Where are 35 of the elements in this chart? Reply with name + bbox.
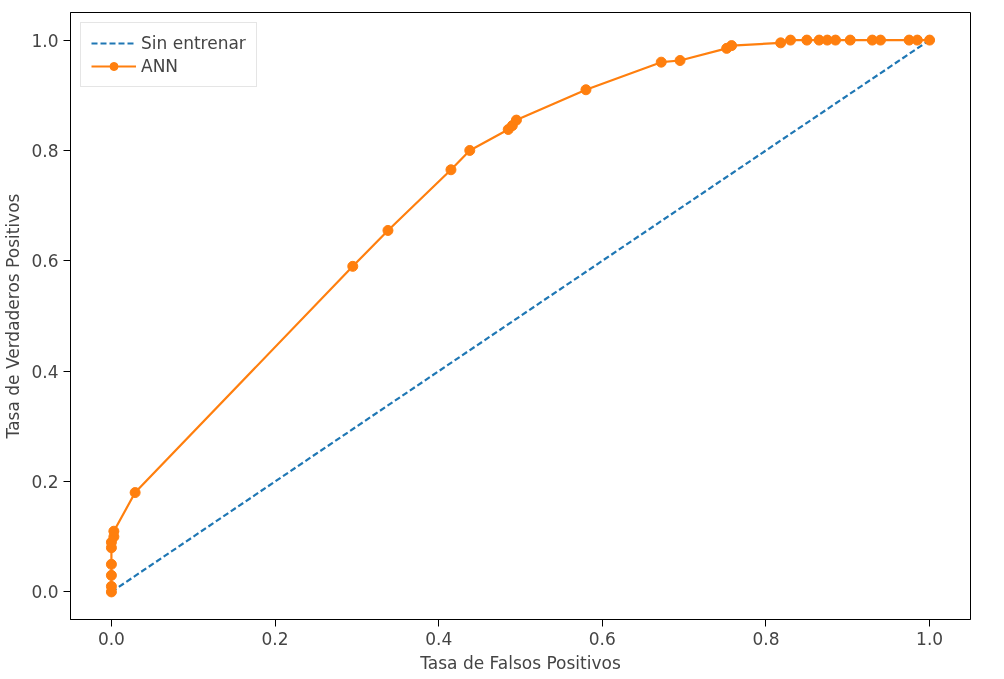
- point: [830, 34, 841, 46]
- point: [105, 569, 117, 581]
- point: [464, 144, 476, 156]
- point: [875, 34, 886, 46]
- legend-label: ANN: [141, 56, 179, 76]
- point: [775, 37, 787, 49]
- point: [726, 40, 738, 52]
- point: [510, 114, 522, 126]
- point: [801, 34, 813, 46]
- y-axis-title: Tasa de Verdaderos Positivos: [3, 193, 24, 440]
- y-tick-label: 0.2: [31, 472, 59, 493]
- point: [105, 558, 117, 570]
- x-tick-label: 1.0: [916, 628, 944, 649]
- x-tick-label: 0.4: [425, 628, 453, 649]
- y-tick-label: 0.8: [31, 140, 59, 161]
- y-tick-label: 0.0: [31, 582, 59, 603]
- point: [924, 34, 936, 46]
- point: [382, 224, 394, 236]
- x-axis-title: Tasa de Falsos Positivos: [419, 652, 621, 673]
- point: [580, 84, 592, 96]
- x-tick-label: 0.0: [97, 628, 125, 649]
- x-tick-label: 0.2: [261, 628, 289, 649]
- x-tick-label: 0.8: [752, 628, 780, 649]
- point: [674, 55, 686, 66]
- y-tick-label: 1.0: [31, 30, 59, 51]
- point: [655, 56, 667, 68]
- point: [129, 487, 141, 499]
- point: [347, 260, 359, 272]
- y-tick-label: 0.6: [31, 251, 59, 272]
- point: [445, 164, 457, 176]
- y-tick-label: 0.4: [31, 361, 59, 382]
- x-tick-label: 0.6: [588, 628, 616, 649]
- legend-label: Sin entrenar: [141, 33, 246, 53]
- point: [785, 34, 796, 46]
- point: [844, 34, 856, 46]
